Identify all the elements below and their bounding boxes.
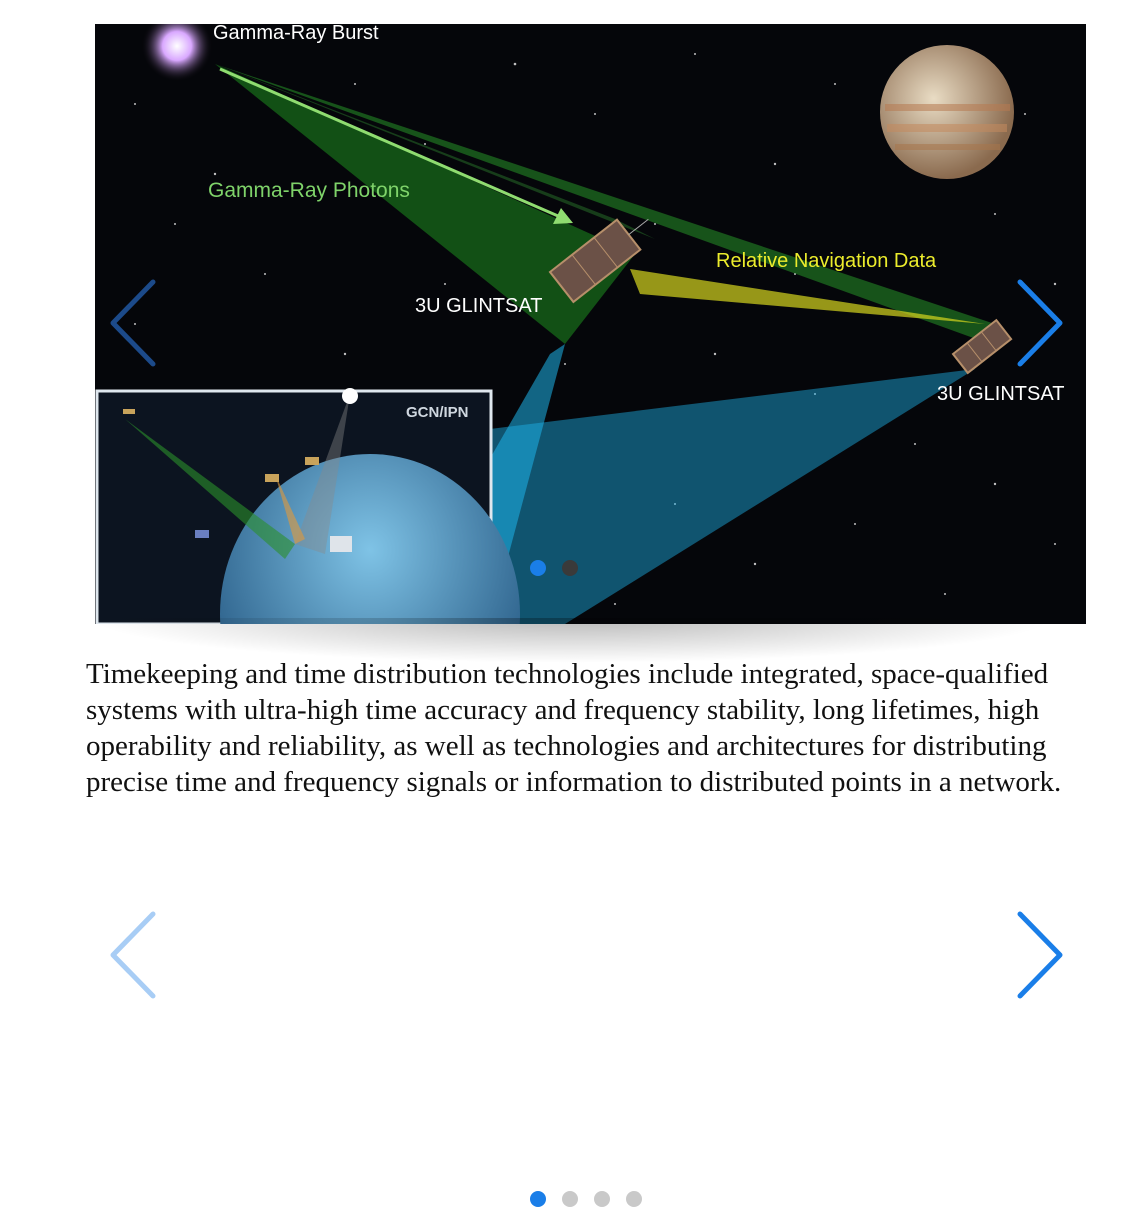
pagination-dot-2[interactable] [562, 1191, 578, 1207]
navigation-beam [630, 269, 985, 324]
chevron-right-icon [1017, 911, 1063, 999]
gcn-ipn-inset [95, 388, 520, 624]
hero-image: Gamma-Ray Burst Gamma-Ray Photons 3U GLI… [95, 24, 1086, 624]
chevron-left-icon [110, 279, 156, 367]
label-navigation-data: Relative Navigation Data [716, 250, 937, 272]
earth-globe [220, 454, 520, 624]
pagination-dot-4[interactable] [626, 1191, 642, 1207]
coverage-beam-right [490, 369, 975, 624]
photon-arrow [219, 67, 566, 221]
hero-pagination [530, 560, 578, 576]
label-gcn-ipn: GCN/IPN [406, 404, 469, 421]
label-glintsat-left: 3U GLINTSAT [415, 295, 542, 317]
glintsat-left [548, 218, 649, 304]
label-gamma-ray-burst: Gamma-Ray Burst [213, 24, 379, 44]
hero-next-button[interactable] [1008, 276, 1068, 370]
carousel-prev-button[interactable] [105, 908, 165, 1002]
hero-prev-button[interactable] [105, 276, 165, 370]
slide-caption: Timekeeping and time distribution techno… [86, 658, 1062, 798]
pagination-dot-1[interactable] [530, 1191, 546, 1207]
gamma-ray-beams [215, 64, 995, 344]
jupiter-bands [885, 104, 1010, 150]
pagination-dot-3[interactable] [594, 1191, 610, 1207]
hero-shadow [0, 618, 1144, 682]
gamma-ray-burst [141, 24, 213, 82]
label-gamma-ray-photons: Gamma-Ray Photons [208, 179, 410, 202]
carousel-pagination [530, 1191, 642, 1207]
star-field [134, 53, 1057, 605]
carousel-next-button[interactable] [1008, 908, 1068, 1002]
jupiter [880, 45, 1014, 179]
chevron-right-icon [1017, 279, 1063, 367]
glintsat-right [951, 318, 1013, 375]
label-glintsat-right: 3U GLINTSAT [937, 383, 1064, 405]
chevron-left-icon [110, 911, 156, 999]
photon-arrowhead [553, 208, 573, 224]
